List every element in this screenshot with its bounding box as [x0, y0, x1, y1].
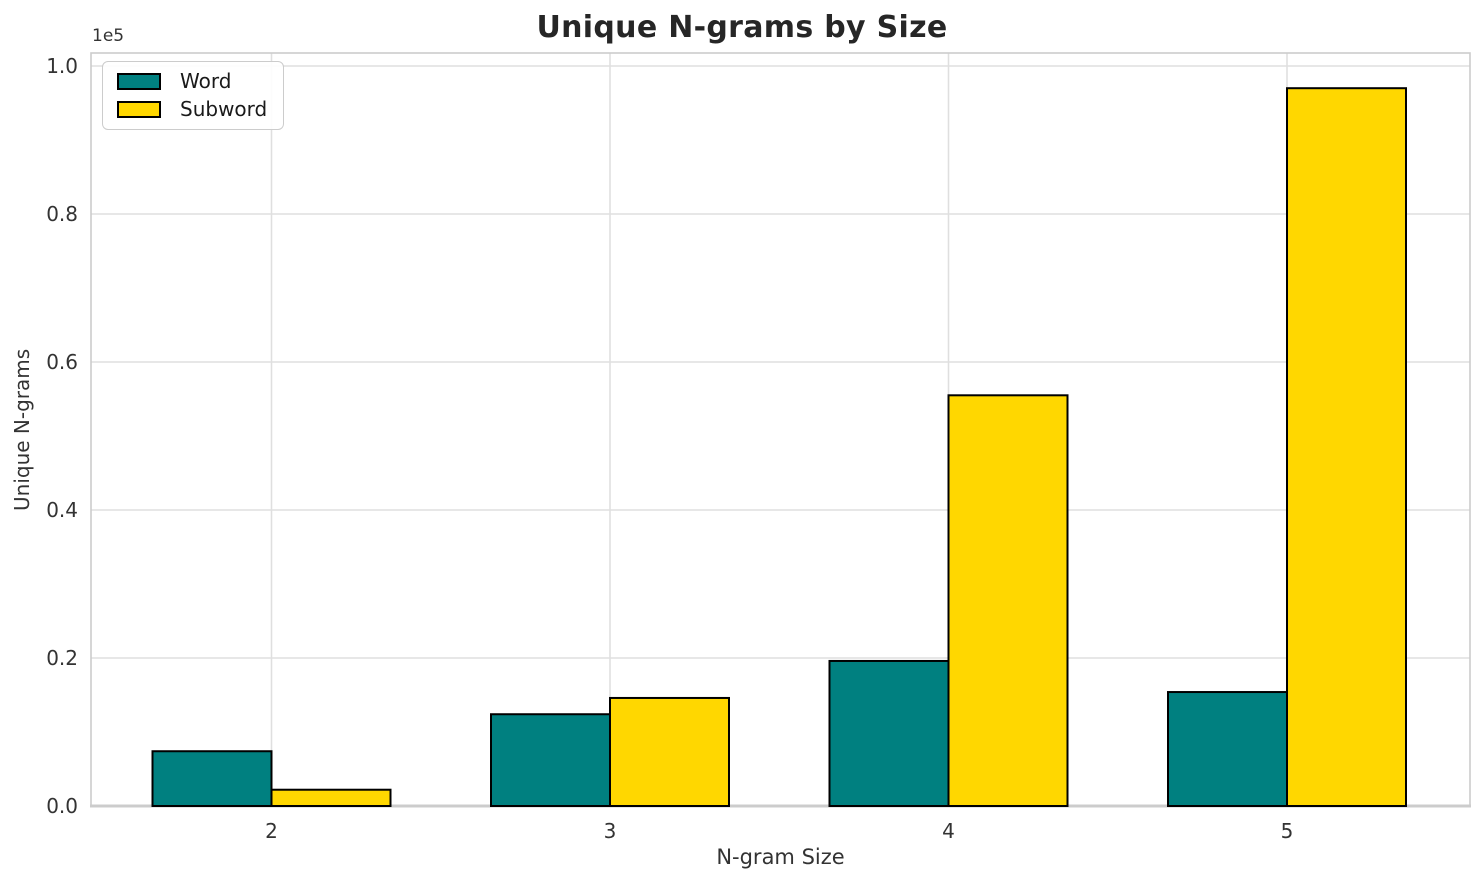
y-tick-label: 0.8 [46, 202, 78, 226]
chart-title: Unique N-grams by Size [536, 10, 948, 45]
legend: Word Subword [102, 61, 285, 130]
x-tick-label: 3 [604, 819, 617, 843]
subword-legend-swatch-icon [117, 100, 161, 118]
y-tick-label: 0.2 [46, 646, 78, 670]
legend-item-subword: Subword [117, 99, 267, 119]
x-tick-label: 5 [1281, 819, 1294, 843]
y-tick-label: 0.0 [46, 794, 78, 818]
bar-word-2 [151, 750, 273, 807]
y-axis-offset-label: 1e5 [92, 26, 125, 46]
legend-item-word: Word [117, 71, 267, 91]
y-tick-label: 1.0 [46, 54, 78, 78]
word-legend-swatch-icon [117, 72, 161, 90]
bar-word-4 [828, 659, 950, 808]
x-tick-label: 4 [942, 819, 955, 843]
y-axis-label: Unique N-grams [10, 348, 34, 511]
bar-subword-3 [609, 696, 730, 808]
x-tick-label: 2 [265, 819, 278, 843]
legend-label-subword: Subword [180, 97, 268, 121]
y-tick-label: 0.6 [46, 350, 78, 374]
y-tick-label: 0.4 [46, 498, 78, 522]
bar-word-3 [490, 713, 611, 807]
bar-subword-5 [1286, 87, 1407, 807]
bar-word-5 [1167, 691, 1288, 807]
bar-subword-2 [270, 788, 392, 807]
legend-label-word: Word [180, 69, 232, 93]
x-axis-label: N-gram Size [716, 845, 845, 869]
bar-subword-4 [947, 394, 1069, 807]
